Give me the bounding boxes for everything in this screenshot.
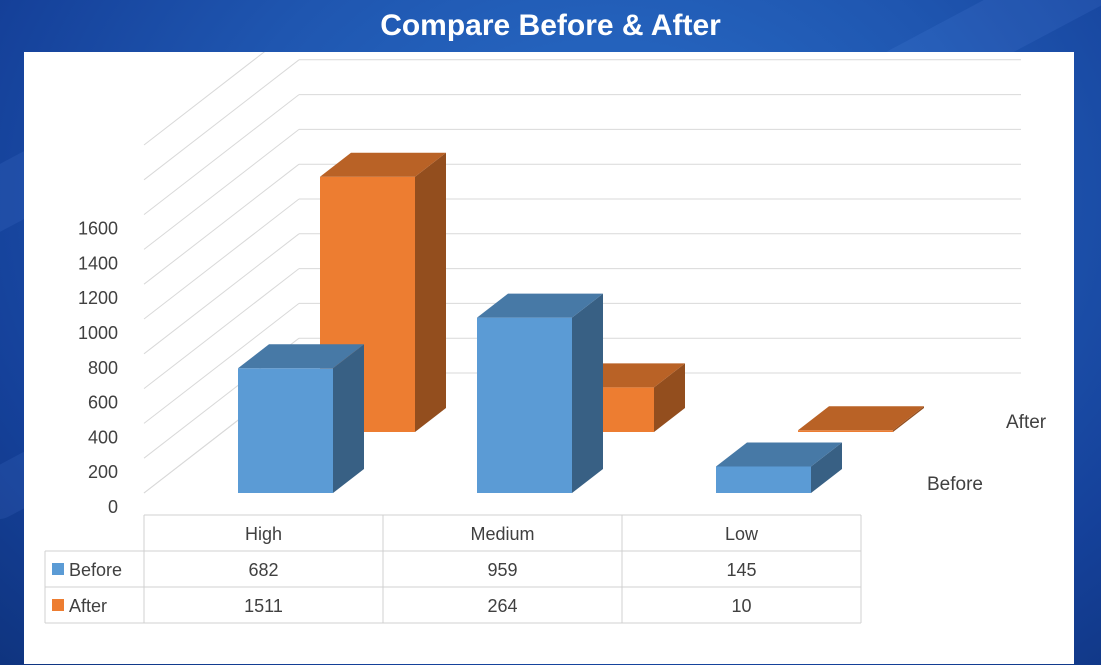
chart-svg: 0 200 400 600 800 1000 1200 1400 1600 Before After…	[44, 52, 1047, 624]
table-value-cell: 682	[248, 560, 278, 580]
bar-before-high	[238, 344, 364, 493]
side-wall-gridline	[143, 233, 300, 355]
y-tick-label: 1400	[78, 253, 118, 273]
y-tick-label: 800	[88, 358, 118, 378]
bar-top-face	[238, 344, 364, 369]
bar-side-face	[572, 293, 603, 493]
bar-front-face	[238, 368, 333, 493]
bar-after-low	[798, 406, 924, 432]
table-value-cell: 10	[731, 596, 751, 616]
bar-front-face	[477, 317, 572, 493]
side-wall-gridline	[143, 52, 265, 146]
bar-before-medium	[477, 293, 603, 493]
table-legend-key	[52, 563, 64, 575]
y-tick-label: 600	[88, 393, 118, 413]
table-legend-key	[52, 599, 64, 611]
table-row-label: Before	[69, 560, 122, 580]
y-tick-label: 400	[88, 427, 118, 447]
bar-after-high	[320, 152, 446, 432]
side-wall-gridline	[143, 163, 300, 285]
table-value-cell: 264	[487, 596, 517, 616]
bar-side-face	[333, 344, 364, 493]
table-header-cell: Medium	[470, 524, 534, 544]
bar-side-face	[415, 152, 446, 432]
side-wall-gridline	[143, 198, 300, 320]
table-value-cell: 959	[487, 560, 517, 580]
y-tick-label: 1600	[78, 219, 118, 239]
depth-axis-label: Before	[927, 474, 983, 495]
y-tick-label: 200	[88, 462, 118, 482]
side-wall-gridline	[143, 94, 300, 215]
bar-top-face	[798, 406, 924, 431]
table-value-cell: 145	[726, 560, 756, 580]
chart-panel: 0 200 400 600 800 1000 1200 1400 1600 Before After…	[24, 52, 1074, 664]
side-wall-gridline	[143, 268, 300, 389]
bar-front-face	[798, 430, 893, 432]
depth-axis-label: After	[1006, 412, 1047, 433]
table-row-label: After	[69, 596, 107, 616]
table-value-cell: 1511	[244, 596, 283, 616]
side-wall-gridline	[143, 59, 300, 181]
bar-top-face	[320, 152, 446, 177]
y-tick-label: 1000	[78, 323, 118, 343]
bar-top-face	[477, 293, 603, 318]
side-wall-gridline	[143, 129, 300, 250]
y-tick-label: 0	[108, 497, 118, 517]
side-wall-gridline	[143, 303, 300, 424]
bar-top-face	[716, 442, 842, 467]
bar-before-low	[716, 442, 842, 493]
bar-side-face	[893, 406, 924, 432]
bar-front-face	[716, 466, 811, 493]
bar-side-face	[654, 363, 685, 432]
table-header-cell: High	[245, 524, 282, 544]
slide-title: Compare Before & After	[380, 9, 721, 42]
table-header-cell: Low	[725, 524, 759, 544]
bar-side-face	[811, 442, 842, 493]
y-tick-label: 1200	[78, 288, 118, 308]
